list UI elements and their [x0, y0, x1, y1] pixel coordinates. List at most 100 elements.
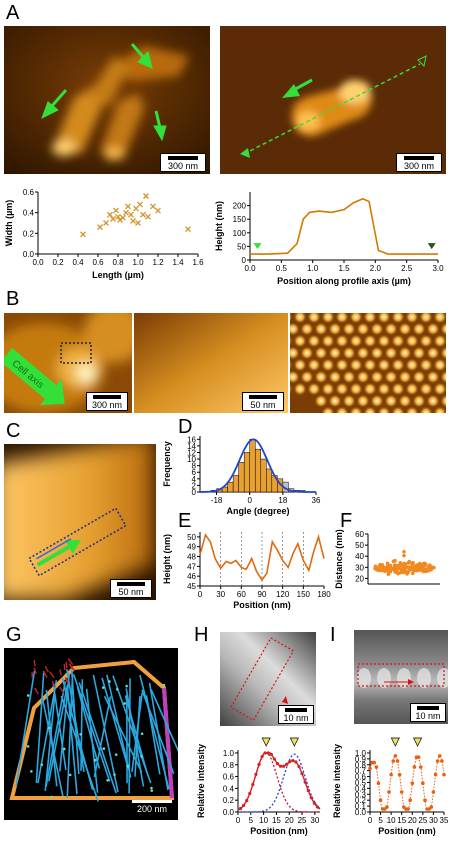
lattice-dot	[293, 334, 307, 348]
x-tick-label: 30	[310, 816, 319, 825]
lattice-dot	[321, 382, 335, 396]
scale-label: 10 nm	[415, 711, 441, 721]
lattice-dot	[433, 382, 446, 396]
y-tick-label: 60	[355, 530, 364, 539]
lattice-dot	[335, 313, 349, 324]
data-point	[384, 567, 388, 572]
sum-curve	[237, 752, 321, 811]
particle	[102, 747, 106, 750]
data-point	[80, 231, 86, 238]
x-tick-label: 150	[297, 590, 311, 599]
y-tick-label: 48	[187, 553, 196, 562]
data-point	[107, 211, 113, 218]
lattice-dot	[293, 313, 307, 324]
red-fiber	[65, 661, 68, 669]
bright-spot	[377, 668, 391, 688]
filament	[92, 674, 119, 793]
lattice-dot	[426, 370, 440, 384]
data-point	[117, 216, 123, 223]
particle	[26, 694, 30, 697]
data-point	[391, 566, 395, 571]
y-tick-label: 150	[233, 215, 247, 224]
data-point	[442, 772, 446, 777]
x-tick-label: 1.0	[307, 264, 319, 273]
lattice-dot	[426, 394, 440, 408]
data-point	[120, 214, 126, 221]
scale-bar-b2: 50 nm	[242, 392, 284, 411]
data-point	[413, 566, 418, 571]
lattice-dot	[356, 394, 370, 408]
x-tick-label: 35	[440, 816, 449, 825]
data-point	[263, 751, 267, 755]
direction-arrow-icon	[408, 679, 414, 685]
x-tick-label: 180	[317, 590, 331, 599]
lattice-dot	[307, 334, 321, 348]
particle	[162, 683, 166, 687]
y-tick-label: 47	[187, 562, 196, 571]
scale-label: 300 nm	[403, 161, 435, 171]
panel-label-d: D	[178, 416, 193, 438]
data-point	[401, 570, 406, 575]
data-point	[387, 790, 391, 794]
particle	[114, 753, 118, 756]
lattice-dot	[419, 382, 433, 396]
red-fiber	[42, 671, 48, 678]
x-axis-label: Position along profile axis (µm)	[277, 276, 411, 286]
y-tick-label: 14	[187, 442, 196, 451]
x-tick-label: 18	[278, 496, 287, 505]
lattice-dot	[321, 406, 335, 413]
x-tick-label: 0.6	[92, 258, 104, 267]
data-point	[103, 220, 109, 226]
data-point	[245, 798, 249, 803]
lattice-dot	[321, 334, 335, 348]
x-tick-label: 0	[368, 816, 373, 825]
lattice-dot	[314, 370, 328, 384]
data-point	[315, 805, 320, 809]
data-point	[257, 762, 261, 767]
data-point	[309, 796, 313, 800]
image-i: 10 nm	[354, 630, 448, 724]
x-tick-label: 10	[259, 816, 268, 825]
data-point	[423, 568, 428, 573]
x-tick-label: 1.5	[338, 264, 350, 273]
lattice-dot	[377, 334, 391, 348]
data-point	[110, 215, 116, 222]
lattice-dot	[342, 370, 356, 384]
data-point	[248, 791, 252, 796]
lattice-dot	[349, 382, 363, 396]
data-point	[272, 757, 276, 761]
data-point	[408, 798, 412, 802]
y-tick-label: 0.5	[355, 778, 367, 787]
lattice-dot	[349, 358, 363, 372]
filament	[101, 677, 130, 770]
x-tick-label: 60	[237, 590, 246, 599]
y-tick-label: 0.1	[355, 802, 367, 811]
red-fiber	[34, 687, 39, 695]
x-tick-label: 2.0	[370, 264, 382, 273]
histogram-bar	[260, 458, 267, 493]
y-axis-label: Width (µm)	[4, 200, 14, 247]
scale-bar-g: 200 nm	[132, 800, 172, 814]
filament	[139, 674, 170, 790]
bright-spot	[417, 668, 431, 688]
y-tick-label: 6	[192, 468, 197, 477]
data-point	[135, 220, 141, 226]
bright-spot	[397, 668, 411, 688]
lattice-dot	[328, 370, 342, 384]
red-fiber	[49, 671, 55, 679]
x-tick-label: 1.0	[132, 258, 144, 267]
scale-bar-i: 10 nm	[410, 703, 446, 722]
particle	[140, 732, 144, 736]
afm-image-b3	[290, 313, 446, 413]
y-tick-label: 2	[192, 481, 197, 490]
filament	[66, 687, 78, 795]
histogram-bar	[227, 481, 234, 493]
y-axis-label: Distance (nm)	[334, 529, 344, 589]
y-tick-label: 200	[233, 202, 247, 211]
x-tick-label: 0.0	[244, 264, 256, 273]
lattice-dot	[433, 406, 446, 413]
y-tick-label: 46	[187, 572, 196, 581]
x-tick-label: 120	[276, 590, 290, 599]
data-point	[368, 766, 372, 771]
